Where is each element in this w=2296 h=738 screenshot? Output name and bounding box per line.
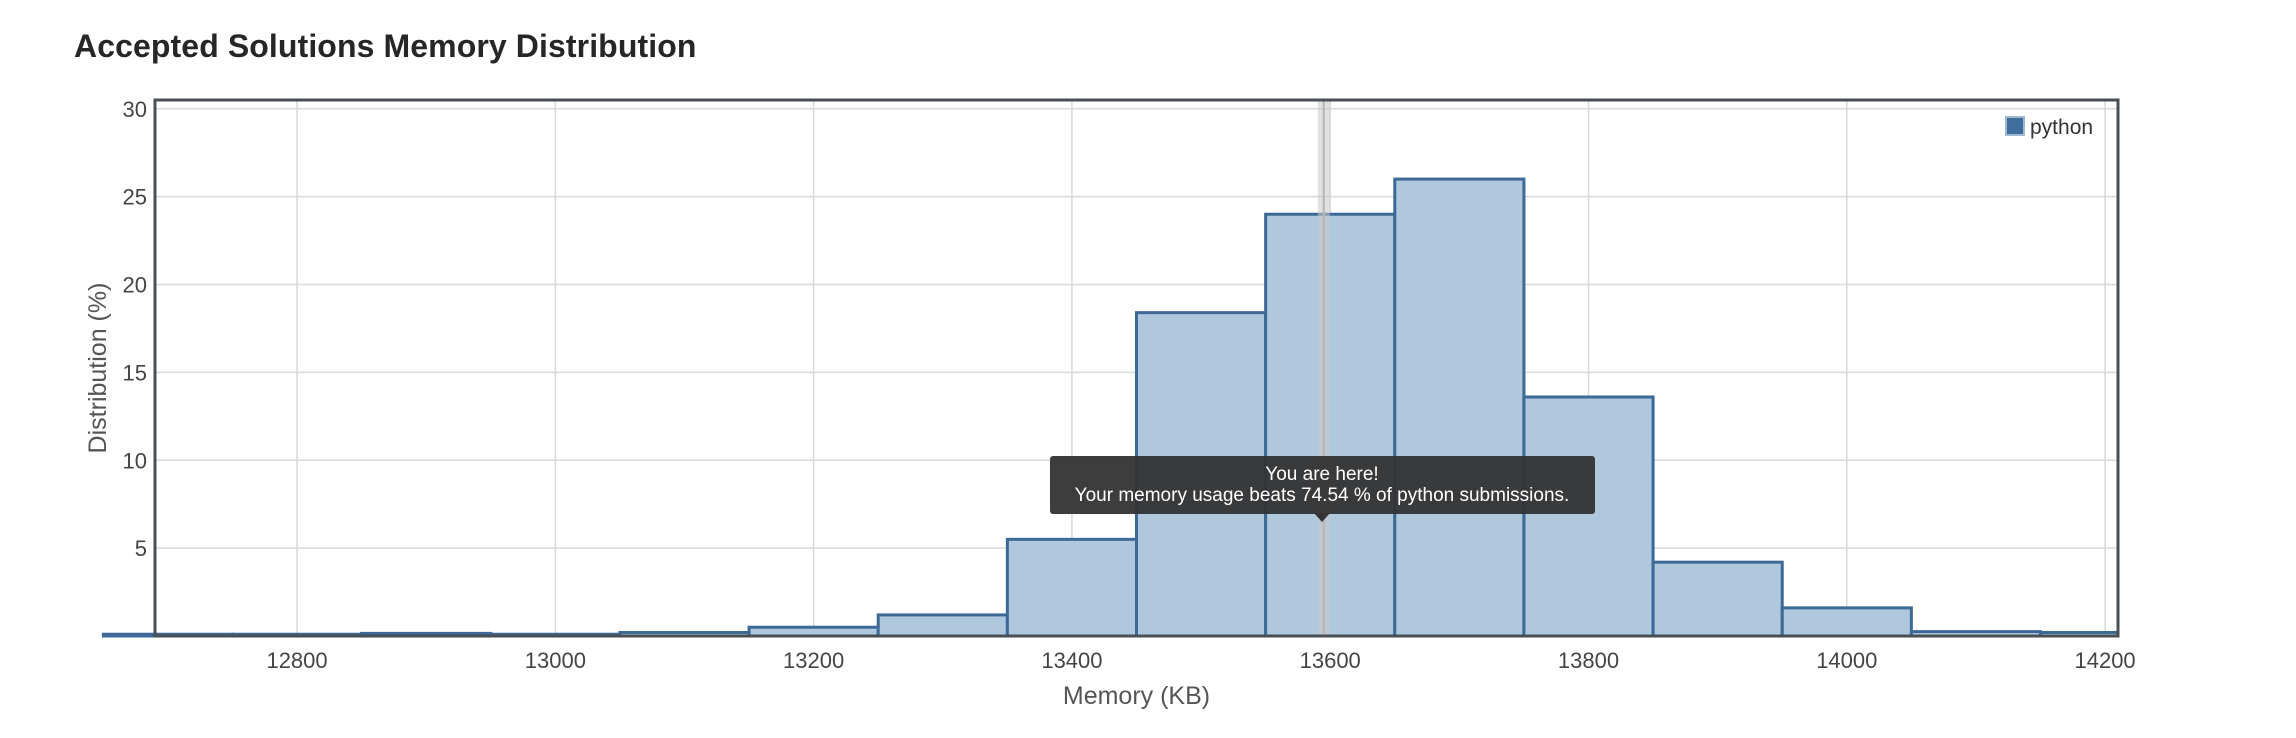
plot-frame <box>153 98 2120 638</box>
x-tick-label: 13600 <box>1300 648 1361 673</box>
y-axis-title: Distribution (%) <box>84 283 112 454</box>
histogram-bar <box>1651 560 1784 638</box>
y-tick-label: 30 <box>123 97 147 122</box>
chart-title: Accepted Solutions Memory Distribution <box>74 28 697 64</box>
x-axis-title: Memory (KB) <box>1063 682 1210 710</box>
legend-swatch-python[interactable] <box>2005 116 2025 136</box>
x-tick-label: 14200 <box>2074 648 2135 673</box>
histogram-bar <box>1522 395 1655 638</box>
y-tick-label: 10 <box>123 448 147 473</box>
ticks-layer: 12800 13000 13200 13400 13600 13800 14000 14200… <box>123 97 2136 673</box>
marker-layer <box>1317 100 1330 636</box>
bars-layer <box>101 177 2120 638</box>
legend-label-python[interactable]: python <box>2030 116 2093 139</box>
x-tick-label: 13000 <box>525 648 586 673</box>
histogram-bar <box>1264 212 1397 638</box>
tooltip-pointer <box>1314 513 1330 522</box>
x-tick-label: 13200 <box>783 648 844 673</box>
legend[interactable]: python <box>2005 116 2093 139</box>
tooltip-line-1: You are here! <box>1265 464 1378 485</box>
x-tick-label: 12800 <box>266 648 327 673</box>
histogram-bar <box>1393 177 1526 638</box>
x-tick-label: 13400 <box>1041 648 1102 673</box>
x-tick-label: 14000 <box>1816 648 1877 673</box>
histogram-bar <box>1780 606 1913 638</box>
x-tick-label: 13800 <box>1558 648 1619 673</box>
tooltip-line-2: Your memory usage beats 74.54 % of pytho… <box>1075 485 1570 506</box>
histogram-bar <box>1005 537 1139 638</box>
tooltip-background <box>1050 456 1595 514</box>
tooltip: You are here! Your memory usage beats 74… <box>1050 456 1595 522</box>
y-tick-label: 20 <box>123 273 147 298</box>
y-tick-label: 15 <box>123 360 147 385</box>
histogram-bar <box>876 613 1009 638</box>
y-tick-label: 25 <box>123 185 147 210</box>
y-tick-label: 5 <box>135 536 147 561</box>
